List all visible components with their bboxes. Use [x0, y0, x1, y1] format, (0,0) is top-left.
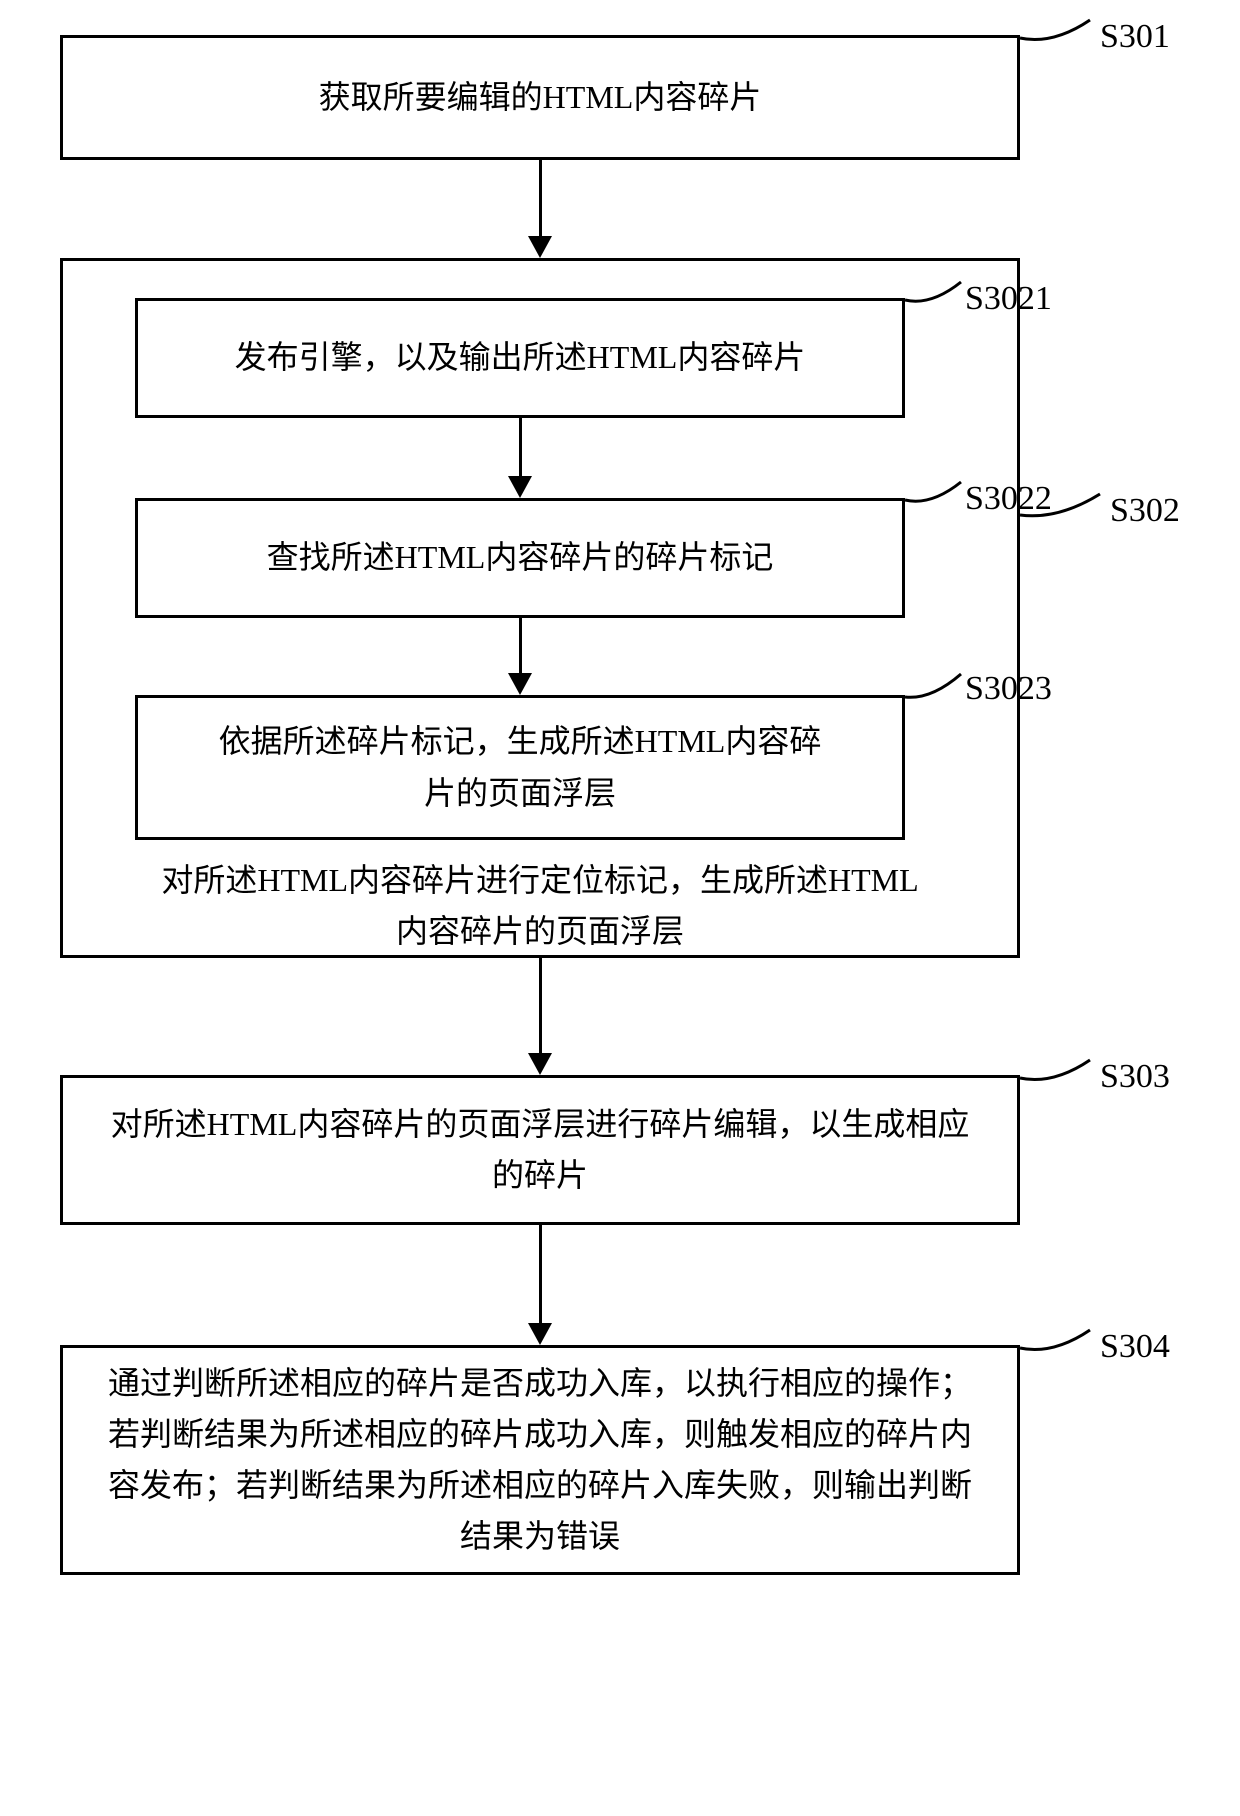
callout-line-s304 [1018, 1325, 1098, 1365]
step-s3021-text: 发布引擎，以及输出所述HTML内容碎片 [235, 332, 806, 383]
step-s302-caption: 对所述HTML内容碎片进行定位标记，生成所述HTML内容碎片的页面浮层 [150, 855, 930, 957]
flowchart-container: 获取所要编辑的HTML内容碎片 S301 发布引擎，以及输出所述HTML内容碎片… [0, 0, 1240, 1816]
callout-line-s301 [1018, 15, 1098, 55]
step-s303-text: 对所述HTML内容碎片的页面浮层进行碎片编辑，以生成相应的碎片 [100, 1099, 980, 1201]
callout-line-s303 [1018, 1055, 1098, 1095]
label-s304: S304 [1100, 1328, 1170, 1366]
label-s3021: S3021 [965, 280, 1052, 318]
step-s304-box: 通过判断所述相应的碎片是否成功入库，以执行相应的操作；若判断结果为所述相应的碎片… [60, 1345, 1020, 1575]
step-s3022-text: 查找所述HTML内容碎片的碎片标记 [267, 532, 774, 583]
label-s302: S302 [1110, 492, 1180, 530]
callout-line-s3021 [903, 278, 968, 313]
step-s301-box: 获取所要编辑的HTML内容碎片 [60, 35, 1020, 160]
step-s303-box: 对所述HTML内容碎片的页面浮层进行碎片编辑，以生成相应的碎片 [60, 1075, 1020, 1225]
step-s304-text: 通过判断所述相应的碎片是否成功入库，以执行相应的操作；若判断结果为所述相应的碎片… [95, 1358, 985, 1563]
step-s3021-box: 发布引擎，以及输出所述HTML内容碎片 [135, 298, 905, 418]
label-s303: S303 [1100, 1058, 1170, 1096]
step-s3023-box: 依据所述碎片标记，生成所述HTML内容碎片的页面浮层 [135, 695, 905, 840]
step-s3023-text: 依据所述碎片标记，生成所述HTML内容碎片的页面浮层 [210, 716, 830, 818]
callout-line-s302 [1018, 490, 1108, 528]
callout-line-s3023 [903, 670, 968, 708]
label-s3023: S3023 [965, 670, 1052, 708]
step-s301-text: 获取所要编辑的HTML内容碎片 [319, 72, 762, 123]
label-s301: S301 [1100, 18, 1170, 56]
step-s3022-box: 查找所述HTML内容碎片的碎片标记 [135, 498, 905, 618]
callout-line-s3022 [903, 478, 968, 513]
